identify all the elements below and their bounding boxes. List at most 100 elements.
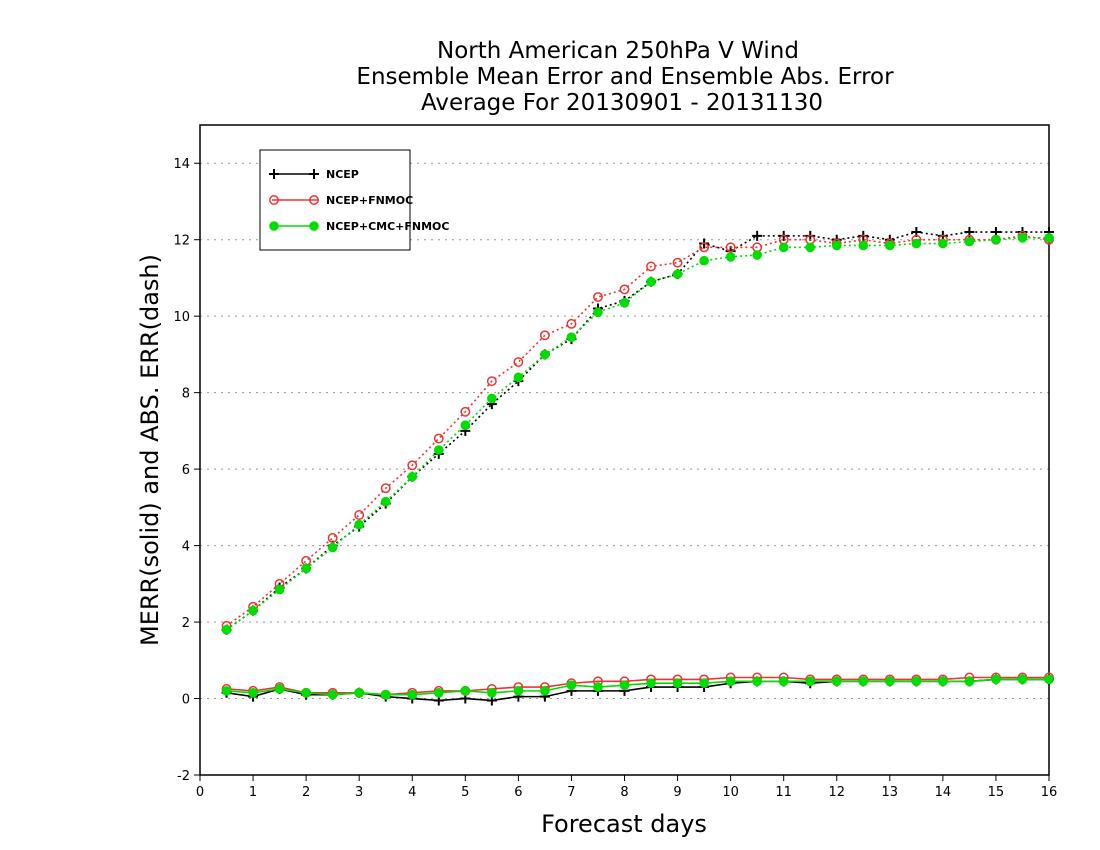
- legend-marker: [309, 195, 319, 205]
- abs-err-point: [964, 236, 975, 247]
- abs-err-point: [672, 257, 683, 268]
- abs-err-point: [699, 255, 709, 266]
- chart-title: North American 250hPa V Wind Ensemble Me…: [356, 38, 894, 116]
- legend-marker: [269, 195, 279, 205]
- y-tick-label: 10: [173, 310, 190, 325]
- abs-err-point: [885, 240, 895, 251]
- abs-err-point: [619, 297, 630, 308]
- x-tick-label: 13: [882, 785, 899, 800]
- abs-err-point: [778, 242, 789, 253]
- x-tick-label: 7: [567, 785, 575, 800]
- mean-err-point: [540, 686, 550, 696]
- legend-item: NCEP+FNMOC: [269, 194, 413, 207]
- mean-err-point: [433, 687, 444, 698]
- abs-err-point: [513, 357, 524, 368]
- mean-err-point: [1017, 674, 1028, 685]
- mean-err-point: [274, 684, 285, 694]
- x-tick-label: 14: [935, 785, 952, 800]
- abs-err-point: [248, 605, 258, 616]
- mean-err-point: [354, 687, 364, 698]
- abs-err-point: [858, 240, 869, 251]
- legend-marker: [269, 169, 279, 179]
- mean-err-point: [380, 689, 391, 700]
- x-tick-label: 0: [196, 785, 204, 800]
- mean-err-point: [301, 687, 311, 698]
- abs-err-point: [672, 269, 683, 279]
- mean-err-point: [885, 676, 895, 687]
- mean-err-point: [1044, 674, 1054, 685]
- y-tick-label: 12: [173, 234, 190, 249]
- abs-err-point: [221, 624, 232, 635]
- series-2: [221, 232, 1054, 700]
- legend-item: NCEP: [269, 168, 359, 181]
- x-tick-label: 9: [673, 785, 681, 800]
- mean-err-point: [805, 676, 816, 687]
- abs-err-point: [991, 234, 1001, 245]
- abs-err-point: [938, 238, 948, 249]
- mean-err-point: [327, 689, 338, 700]
- mean-err-point: [672, 678, 683, 689]
- mean-err-point: [619, 680, 630, 690]
- mean-err-point: [778, 676, 789, 687]
- plot-area: [221, 227, 1054, 706]
- x-tick-label: 4: [408, 785, 416, 800]
- y-tick-label: 4: [182, 540, 190, 555]
- series-0: [221, 227, 1054, 706]
- title-line-3: Average For 20130901 - 20131130: [421, 90, 823, 116]
- abs-err-point: [593, 292, 603, 303]
- legend-label: NCEP: [326, 168, 359, 181]
- abs-err-line: [226, 231, 1049, 631]
- y-tick-label: 14: [173, 157, 190, 172]
- x-tick-label: 3: [355, 785, 363, 800]
- abs-err-point: [1044, 232, 1054, 243]
- abs-err-point: [460, 420, 471, 430]
- abs-err-point: [327, 532, 338, 543]
- abs-err-point: [513, 372, 524, 383]
- mean-err-point: [460, 686, 471, 696]
- abs-err-point: [301, 563, 311, 574]
- mean-err-point: [646, 678, 656, 689]
- abs-err-point: [487, 393, 497, 404]
- abs-err-point: [433, 433, 444, 444]
- x-tick-label: 2: [302, 785, 310, 800]
- mean-err-point: [911, 676, 922, 687]
- abs-err-point: [274, 584, 285, 595]
- series-1: [221, 230, 1054, 700]
- mean-err-point: [593, 682, 603, 692]
- abs-err-point: [646, 261, 656, 272]
- abs-err-point: [486, 376, 497, 387]
- abs-err-point: [831, 240, 842, 251]
- title-line-2: Ensemble Mean Error and Ensemble Abs. Er…: [356, 64, 894, 90]
- mean-err-point: [938, 676, 948, 687]
- abs-err-point: [619, 284, 630, 295]
- x-tick-label: 5: [461, 785, 469, 800]
- mean-err-point: [407, 689, 418, 700]
- abs-err-point: [354, 510, 365, 520]
- mean-err-point: [752, 676, 762, 687]
- legend-item: NCEP+CMC+FNMOC: [269, 220, 449, 233]
- x-tick-label: 10: [722, 785, 739, 800]
- mean-err-point: [964, 676, 975, 687]
- abs-err-point: [725, 252, 736, 262]
- x-axis-label: Forecast days: [541, 810, 707, 838]
- mean-err-point: [858, 676, 869, 687]
- abs-err-point: [805, 242, 816, 253]
- mean-err-point: [699, 678, 709, 689]
- legend-marker: [269, 221, 279, 231]
- x-tick-label: 16: [1041, 785, 1058, 800]
- mean-err-point: [991, 674, 1001, 685]
- mean-err-point: [248, 687, 258, 698]
- legend: NCEP NCEP+FNMOC NCEP+CMC+FNMOC: [259, 149, 449, 251]
- y-tick-label: 8: [182, 387, 190, 402]
- y-tick-label: 2: [182, 616, 190, 631]
- abs-err-point: [1017, 232, 1028, 243]
- abs-err-point: [380, 483, 391, 494]
- abs-err-point: [752, 230, 763, 241]
- mean-err-point: [513, 686, 524, 696]
- abs-err-point: [593, 307, 603, 318]
- abs-err-line: [226, 235, 1050, 627]
- y-tick-label: -2: [177, 769, 190, 784]
- y-axis-label: MERR(solid) and ABS. ERR(dash): [136, 254, 164, 646]
